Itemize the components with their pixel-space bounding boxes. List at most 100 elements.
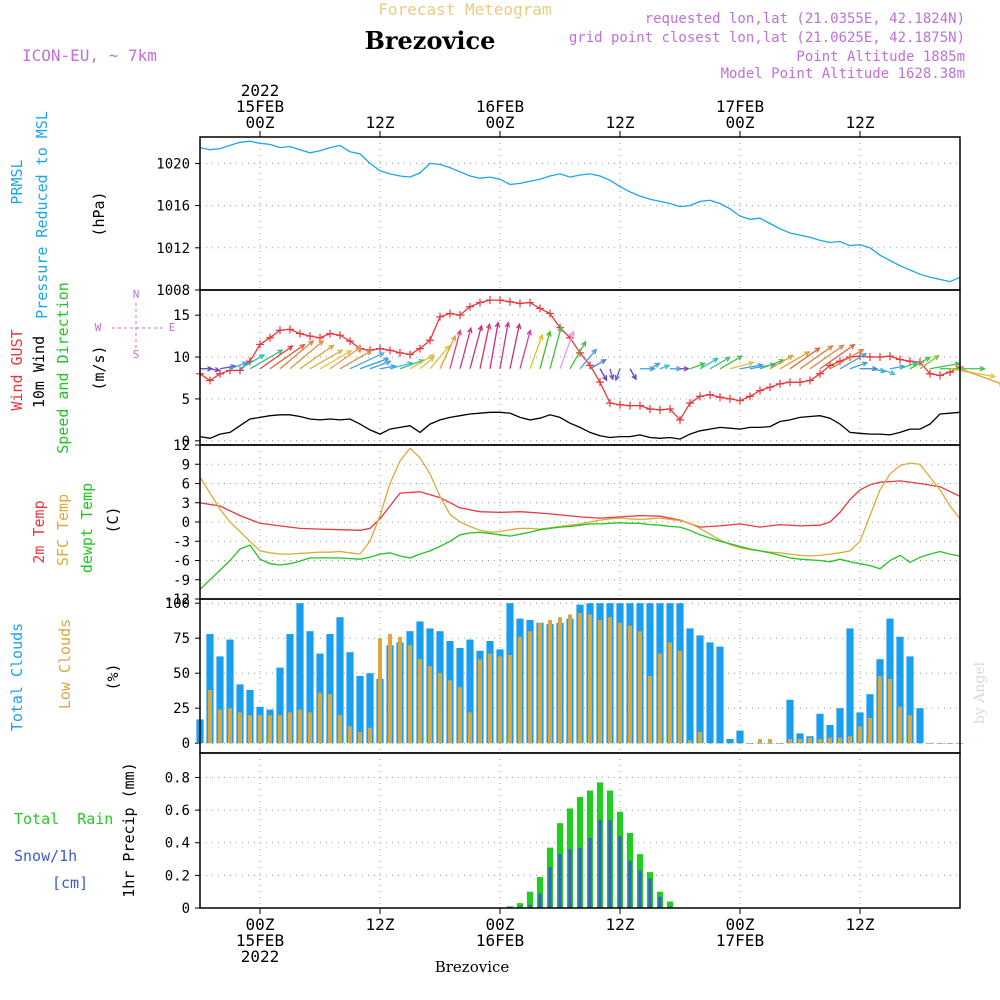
pressure-ylabel-1: PRMSL [8,159,26,204]
wind-arrow-head [299,343,306,350]
bar-low-clouds [218,709,222,744]
y-tick-label: 1008 [156,283,190,299]
wind-arrow [399,359,424,370]
compass-s: S [133,348,140,361]
bar-low-clouds [828,737,832,744]
bar-low-clouds [618,622,622,744]
wind-arrow-head [385,360,392,366]
bar-total-clouds [836,708,844,744]
wind-arrow-head [712,357,719,364]
compass-n: N [133,288,140,301]
temp-ylabel-unit: (C) [104,506,122,533]
wind-arrow-head [889,370,897,376]
wind-arrow [799,345,833,370]
gust-marker [716,393,724,402]
wind-arrow [329,346,361,370]
bar-low-clouds [578,613,582,744]
bar-low-clouds [308,712,312,744]
bar-low-clouds [598,620,602,744]
wind-arrow [819,344,855,370]
wind-arrow [539,331,551,369]
y-tick-label: 1020 [156,156,190,172]
bar-snow-1h-cm- [658,896,662,908]
wind-arrow-head [569,330,575,337]
bottom-time-label: 12Z [366,915,395,934]
wind-arrow-head [872,365,879,372]
bar-total-clouds [716,646,724,744]
wind-arrow-head [911,361,919,367]
temperature-panel: -12 -9 -6 -3 0 3 6 9 12 [165,438,961,608]
wind-arrow [449,330,461,369]
bar-low-clouds [808,737,812,744]
wind-arrow [779,351,810,370]
wind-arrow [359,357,389,370]
wind-arrow-head [366,350,373,356]
bar-snow-1h-cm- [518,906,522,908]
clouds-ylabel-1: Total Clouds [8,623,26,731]
bar-total-clouds [686,628,694,744]
wind-arrow-head [456,329,462,336]
bar-total-clouds [906,656,914,744]
wind-arrow-head [600,359,607,365]
temp-ylabel-2: SFC Temp [54,494,72,566]
wind-arrow-head [318,340,325,346]
wind-arrow-head [769,362,777,368]
wind-arrow-head [609,374,615,381]
wind-arrow-head [602,375,608,382]
bar-low-clouds [388,634,392,744]
wind-arrow [649,362,660,370]
top-time-label: 12Z [366,113,395,132]
bar-low-clouds [708,743,712,744]
wind-arrow [529,334,543,369]
panel-frame [199,289,961,446]
footer-station: Brezovice [435,958,510,976]
top-time-label: 16FEB [476,97,524,116]
wind-arrow [229,361,248,370]
bar-low-clouds [528,631,532,744]
bar-total-clouds [286,634,294,744]
panel-frame [199,136,961,291]
wind-arrow-head [504,321,511,328]
bar-low-clouds [818,739,822,744]
gust-marker [786,378,794,387]
bar-total-clouds [466,639,474,744]
wind-arrow [499,322,509,369]
bar-total-clouds [846,628,854,744]
top-time-label: 12Z [846,113,875,132]
wind-arrow-head [591,348,598,355]
gust-marker [446,309,454,318]
bar-low-clouds [208,690,212,744]
bar-low-clouds [718,743,722,744]
gust-marker [216,369,224,378]
wind-arrow [479,324,491,369]
wind-arrow [615,368,621,381]
gust-marker [806,376,814,385]
wind-arrow [889,365,905,370]
wind-arrow-head [346,350,353,356]
wind-arrow-head [748,360,755,367]
top-time-label: 17FEB [716,97,764,116]
top-time-label: 15FEB [236,97,284,116]
y-tick-label: 0 [182,736,190,752]
wind-arrow-head [654,362,661,368]
series-line-prmsl [199,140,961,283]
bar-total-clouds [296,603,304,744]
bar-low-clouds [728,743,732,744]
bar-low-clouds [348,726,352,744]
wind-compass: N W E S [95,288,176,361]
gust-marker [426,336,434,345]
wind-arrow [689,362,705,370]
wind-arrow-head [477,324,484,331]
bar-low-clouds [678,650,682,744]
bar-low-clouds [508,655,512,744]
bar-snow-1h-cm- [538,893,542,908]
wind-arrow [829,348,864,370]
y-tick-label: 10 [173,350,190,366]
bar-snow-1h-cm- [578,847,582,908]
bar-total-rain [526,891,534,908]
gust-marker [376,344,384,353]
gust-marker [796,378,804,387]
bar-low-clouds [458,687,462,744]
pressure-panel: 1008 1012 1016 1020 [156,136,961,299]
